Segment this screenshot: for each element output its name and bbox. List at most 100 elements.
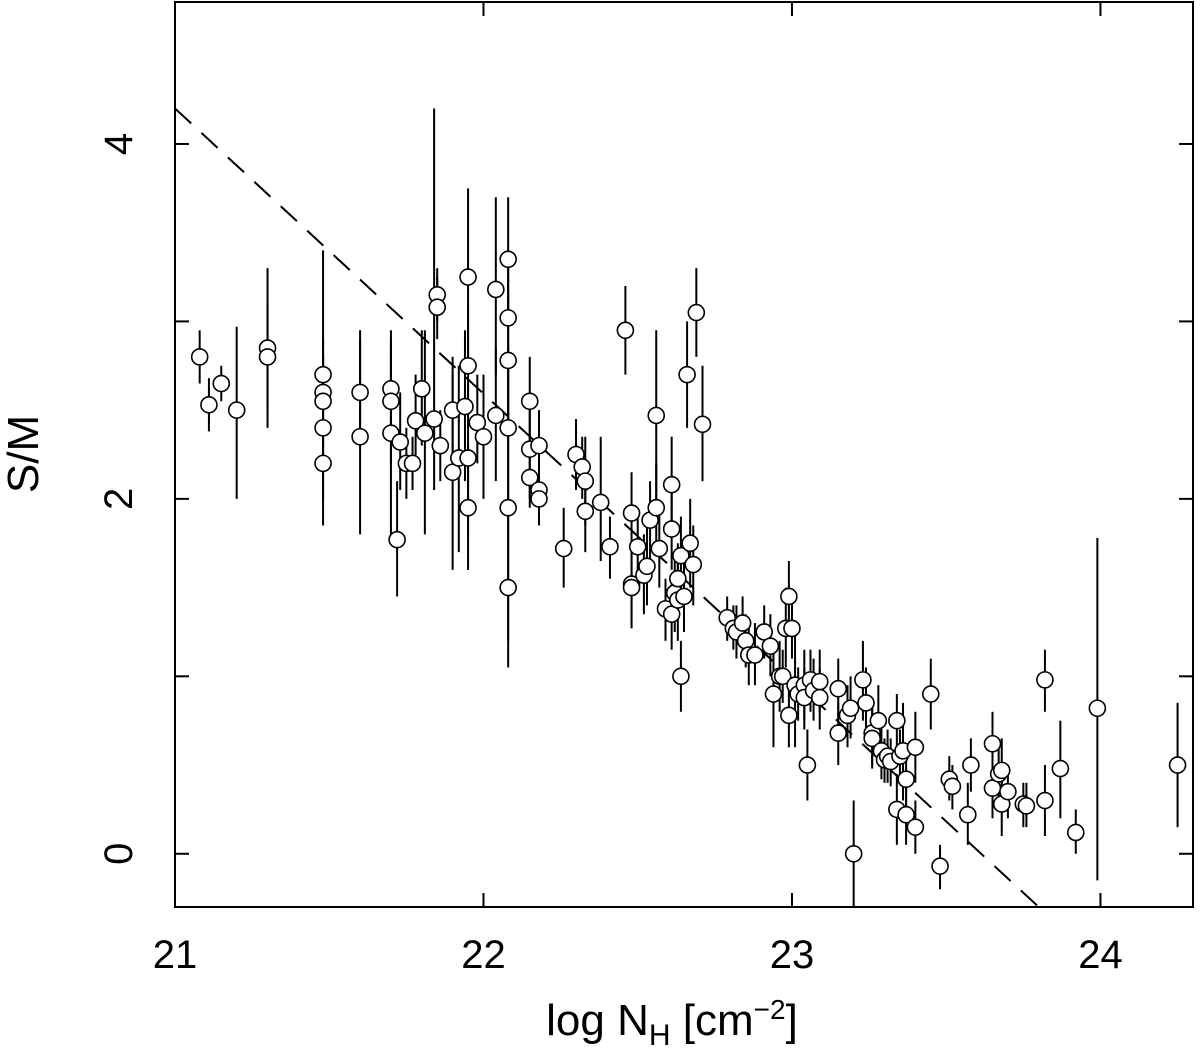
- data-point: [669, 569, 687, 588]
- data-point: [314, 365, 332, 384]
- data-point: [746, 646, 764, 664]
- data-point: [773, 667, 792, 686]
- data-point: [863, 729, 881, 748]
- data-point: [857, 694, 875, 712]
- data-point: [487, 280, 505, 299]
- data-point: [314, 419, 332, 437]
- data-point: [190, 348, 209, 366]
- x-axis-title-unit-close: ]: [786, 996, 798, 1045]
- data-point: [780, 706, 798, 725]
- x-axis-title-main: log N: [546, 996, 649, 1045]
- data-point: [888, 711, 906, 730]
- data-point: [798, 756, 817, 774]
- data-point: [897, 805, 915, 824]
- data-point: [499, 250, 517, 269]
- data-point: [906, 818, 925, 836]
- data-point: [650, 539, 669, 558]
- data-point: [780, 587, 798, 606]
- data-point: [983, 734, 1002, 753]
- data-point: [554, 539, 573, 558]
- data-point: [576, 472, 595, 490]
- data-point: [662, 520, 681, 538]
- y-tick-label: 2: [97, 488, 141, 510]
- data-point: [959, 805, 977, 824]
- data-point: [1066, 823, 1085, 842]
- data-point: [672, 546, 690, 565]
- data-point: [459, 268, 477, 286]
- data-point: [681, 534, 699, 553]
- data-point: [810, 672, 829, 691]
- data-point: [487, 406, 505, 425]
- data-point: [854, 671, 872, 689]
- data-point: [869, 711, 888, 730]
- data-point: [675, 587, 693, 606]
- data-point: [382, 392, 400, 411]
- data-point: [829, 679, 848, 698]
- y-axis-title: S/M: [0, 415, 48, 493]
- data-point: [314, 454, 332, 473]
- data-point: [638, 557, 656, 576]
- data-point: [459, 356, 477, 375]
- data-point: [761, 637, 780, 655]
- data-point: [1051, 759, 1070, 778]
- data-point: [416, 424, 434, 443]
- data-point: [1036, 671, 1054, 689]
- data-point: [351, 383, 369, 402]
- data-point: [474, 427, 493, 446]
- data-point: [530, 436, 548, 455]
- data-point: [1036, 791, 1054, 810]
- data-point: [733, 614, 752, 632]
- data-point: [412, 380, 431, 398]
- data-point: [647, 498, 666, 517]
- data-point: [499, 498, 517, 517]
- x-axis-title-superscript: −2: [754, 994, 786, 1025]
- data-point: [388, 530, 406, 549]
- data-point: [662, 475, 681, 494]
- data-point: [844, 844, 863, 863]
- data-point: [622, 504, 641, 522]
- data-point: [403, 454, 422, 473]
- data-point: [684, 555, 703, 574]
- data-point: [351, 427, 369, 446]
- data-point: [628, 537, 647, 556]
- data-point: [829, 724, 848, 742]
- x-tick-label: 24: [1078, 933, 1123, 977]
- x-axis: 21 22 23 24: [153, 2, 1123, 977]
- data-point: [601, 537, 619, 556]
- data-point: [687, 303, 706, 322]
- data-point: [622, 578, 641, 597]
- data-point: [591, 493, 610, 512]
- data-point: [1168, 756, 1187, 774]
- error-bars: [198, 108, 1179, 907]
- data-point: [647, 406, 666, 425]
- data-point: [573, 458, 592, 476]
- x-tick-label: 21: [153, 933, 198, 977]
- x-axis-title: log NH [cm−2]: [546, 994, 798, 1052]
- data-point: [459, 449, 477, 467]
- data-point: [736, 632, 755, 650]
- data-point: [678, 365, 696, 384]
- data-point: [227, 401, 246, 419]
- data-point: [200, 396, 218, 414]
- data-point: [258, 348, 277, 366]
- data-point: [764, 685, 783, 703]
- data-point: [943, 777, 962, 796]
- data-point: [499, 309, 517, 327]
- data-point: [459, 498, 477, 517]
- data-point: [992, 761, 1011, 780]
- y-axis: 0 2 4: [97, 133, 1193, 865]
- data-point: [931, 857, 949, 875]
- plot-frame: [174, 1, 1194, 908]
- data-point: [999, 782, 1017, 801]
- data-point: [576, 502, 595, 521]
- data-point: [616, 321, 635, 340]
- data-point: [431, 436, 450, 455]
- data-point: [428, 298, 447, 317]
- x-tick-label: 23: [770, 933, 815, 977]
- data-point: [456, 397, 474, 416]
- data-point: [499, 578, 517, 597]
- data-point: [425, 410, 443, 428]
- data-point: [406, 411, 425, 430]
- y-tick-label: 0: [97, 843, 141, 865]
